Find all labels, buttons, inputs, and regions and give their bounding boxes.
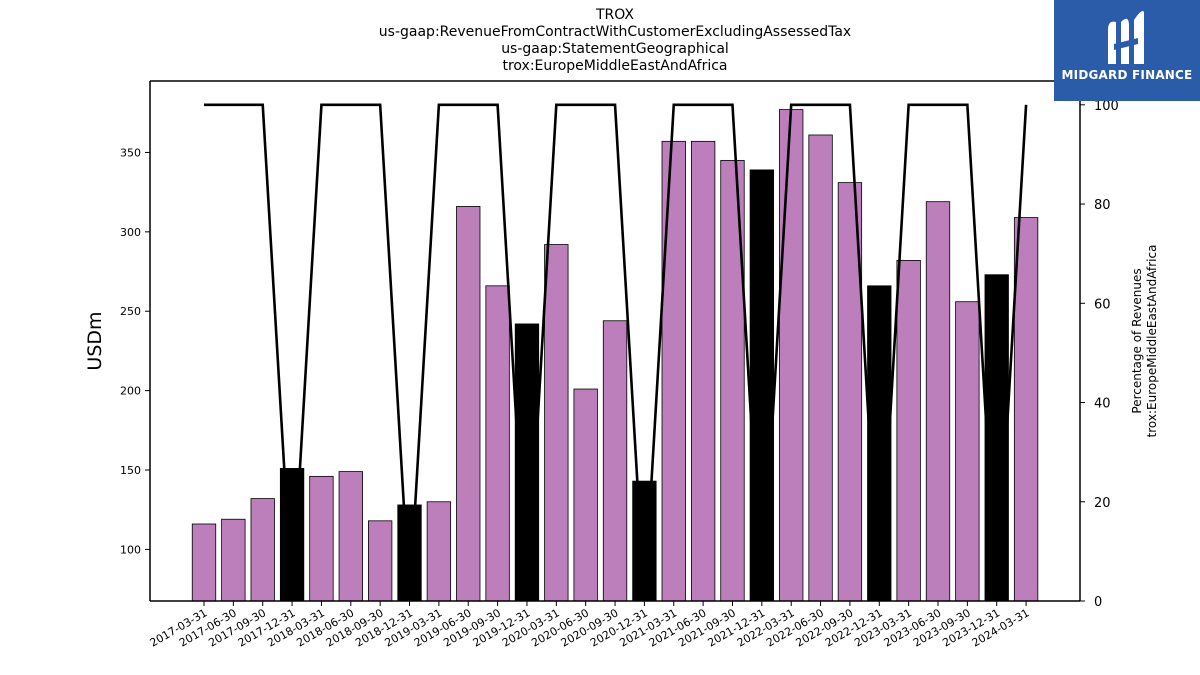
y2-tick-label: 0 — [1094, 595, 1102, 610]
bar — [485, 285, 510, 602]
bar — [544, 244, 569, 602]
y2-tick-label: 100 — [1094, 99, 1119, 114]
title-line-2: us-gaap:RevenueFromContractWithCustomerE… — [378, 24, 852, 40]
title-line-3: us-gaap:StatementGeographical — [501, 41, 729, 57]
bar — [338, 471, 363, 602]
y2-tick-label: 80 — [1094, 198, 1111, 213]
bar — [309, 475, 334, 602]
bar — [984, 274, 1009, 602]
bar — [749, 169, 774, 602]
y-axis-label: USDm — [84, 311, 106, 370]
bar — [191, 523, 217, 602]
logo-text: MIDGARD FINANCE — [1061, 68, 1193, 82]
bar — [368, 520, 393, 602]
y-tick-label: 150 — [120, 464, 141, 477]
y2-axis-label-line-2: trox:EuropeMiddleEastAndAfrica — [1145, 245, 1159, 438]
y-tick-label: 300 — [120, 226, 141, 239]
y-tick-label: 250 — [120, 305, 141, 318]
y2-tick-label: 40 — [1094, 397, 1111, 412]
y-tick-label: 350 — [120, 146, 141, 159]
title-line-1: TROX — [596, 7, 634, 23]
chart-title: TROX us-gaap:RevenueFromContractWithCust… — [250, 7, 980, 75]
bar — [808, 134, 833, 602]
bar — [250, 498, 275, 602]
bar — [925, 201, 951, 602]
y-tick-label: 200 — [120, 385, 141, 398]
y2-tick-label: 60 — [1094, 297, 1111, 312]
y2-axis-label-line-1: Percentage of Revenues — [1130, 268, 1144, 413]
bar — [661, 140, 686, 602]
bar — [221, 518, 246, 602]
bar — [779, 109, 804, 602]
logo-mark-icon — [1108, 11, 1144, 64]
bar — [896, 260, 921, 602]
bar — [426, 501, 452, 602]
bar — [1013, 217, 1039, 602]
y-tick-label: 100 — [120, 543, 141, 556]
percentage-line — [204, 103, 1028, 602]
bar — [955, 301, 980, 602]
brand-logo: MIDGARD FINANCE — [1054, 0, 1200, 101]
bar — [456, 206, 481, 602]
bar — [690, 140, 716, 602]
y2-tick-label: 20 — [1094, 496, 1111, 511]
title-line-4: trox:EuropeMiddleEastAndAfrica — [502, 58, 728, 74]
bar — [573, 388, 598, 602]
bar — [602, 320, 628, 602]
